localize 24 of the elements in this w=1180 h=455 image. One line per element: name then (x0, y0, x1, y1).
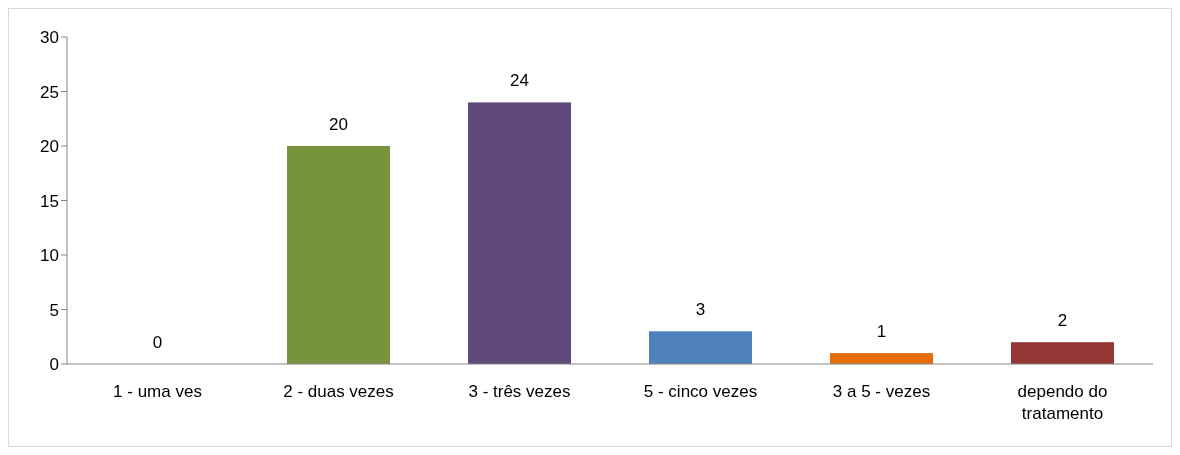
data-label: 3 (695, 300, 706, 320)
y-tick-label: 0 (49, 355, 59, 375)
bar (468, 102, 571, 364)
x-tick-label: 1 - uma ves (113, 382, 202, 401)
x-tick-label: 5 - cinco vezes (643, 382, 758, 401)
data-label: 0 (152, 333, 163, 352)
bar (287, 146, 390, 364)
y-tick-label: 5 (49, 300, 59, 320)
x-tick-label: 3 a 5 - vezes (832, 382, 931, 401)
x-tick-label: 3 - três vezes (468, 382, 571, 401)
y-tick-label: 25 (40, 82, 59, 102)
data-label: 24 (510, 71, 529, 91)
y-tick-label: 10 (40, 246, 59, 266)
data-label: 1 (876, 322, 887, 342)
data-label: 20 (329, 115, 348, 134)
x-tick-label: 2 - duas vezes (283, 382, 394, 401)
bar (1011, 342, 1114, 364)
y-tick-label: 15 (40, 191, 59, 211)
data-label: 2 (1057, 311, 1068, 331)
x-tick-label: dependo do tratamento (1017, 382, 1108, 423)
y-tick-label: 20 (40, 137, 59, 157)
bar (649, 331, 752, 364)
bar (830, 353, 933, 364)
y-tick-label: 30 (40, 28, 59, 48)
